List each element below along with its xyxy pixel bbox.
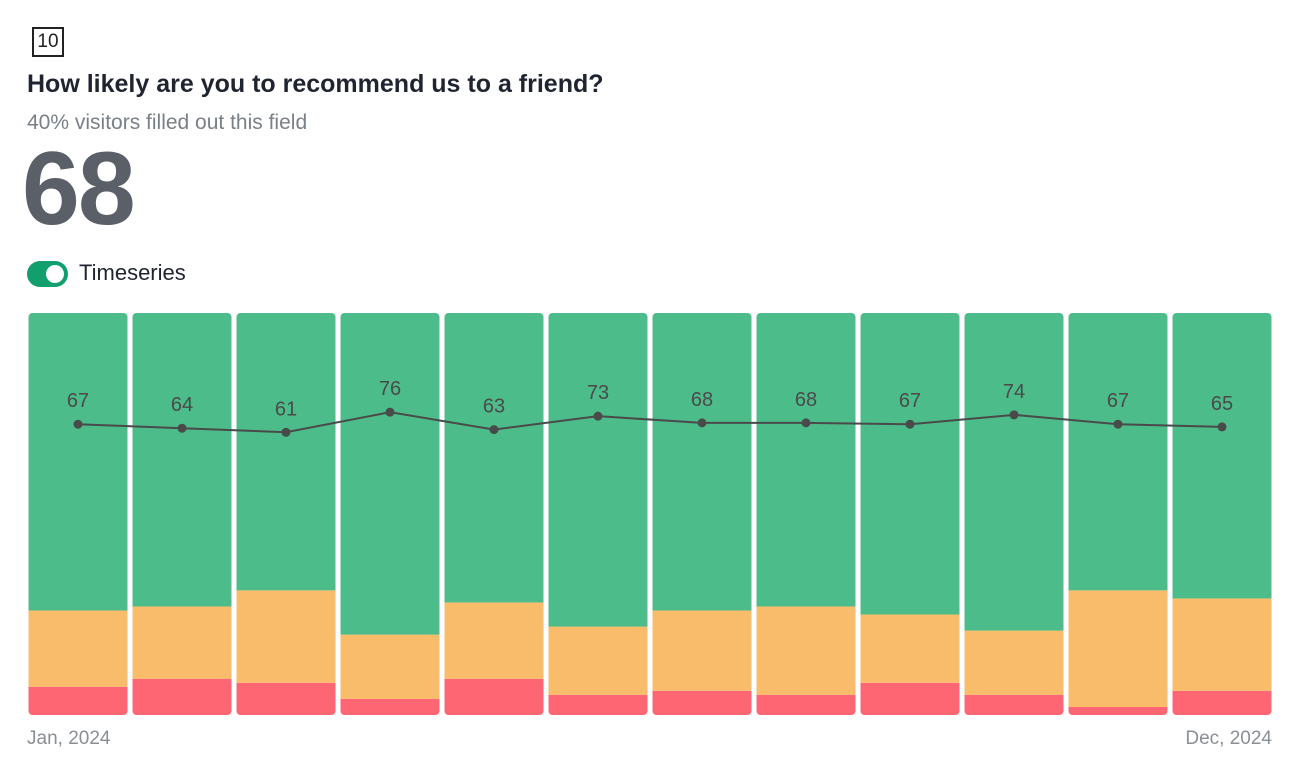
bar-segment xyxy=(340,313,440,635)
bar-segment xyxy=(1172,598,1272,691)
bar-segment xyxy=(756,313,856,607)
score-label: 64 xyxy=(171,394,193,416)
bar-segment xyxy=(652,313,752,611)
score-point xyxy=(385,407,395,417)
score-label: 67 xyxy=(899,390,921,412)
score-point xyxy=(281,427,291,437)
bar-segment xyxy=(964,694,1064,715)
bar-segment xyxy=(1068,590,1168,707)
bar-segment xyxy=(28,610,128,687)
question-badge: 10 xyxy=(32,27,64,57)
score-point xyxy=(73,419,83,429)
score-label: 74 xyxy=(1003,381,1025,403)
score-point xyxy=(801,418,811,428)
bar-segment xyxy=(444,678,544,715)
bar-column xyxy=(132,313,232,715)
bar-segment xyxy=(964,630,1064,695)
bar-column xyxy=(444,313,544,715)
timeseries-toggle[interactable] xyxy=(27,261,68,287)
bar-segment xyxy=(1172,313,1272,599)
bar-segment xyxy=(1172,690,1272,715)
score-point xyxy=(489,425,499,435)
score-point xyxy=(905,419,915,429)
bar-segment xyxy=(756,694,856,715)
bar-segment xyxy=(860,313,960,615)
bar-segment xyxy=(28,313,128,611)
score-label: 67 xyxy=(67,390,89,412)
bar-segment xyxy=(652,610,752,691)
score-label: 61 xyxy=(275,398,297,420)
bar-column xyxy=(756,313,856,715)
bar-segment xyxy=(548,313,648,627)
toggle-knob xyxy=(46,265,64,283)
question-title: How likely are you to recommend us to a … xyxy=(27,70,604,98)
score-label: 76 xyxy=(379,378,401,400)
bar-column xyxy=(1068,313,1168,715)
score-line xyxy=(77,411,1223,434)
nps-score: 68 xyxy=(22,131,136,247)
bar-segment xyxy=(444,313,544,603)
bar-column xyxy=(652,313,752,715)
x-tick-label: Jan, 2024 xyxy=(27,728,111,749)
bar-segment xyxy=(340,634,440,699)
bar-column xyxy=(28,313,128,715)
score-label: 63 xyxy=(483,396,505,418)
score-label: 68 xyxy=(795,389,817,411)
bar-segment xyxy=(652,690,752,715)
response-rate: 40% visitors filled out this field xyxy=(27,111,308,134)
bar-segment xyxy=(548,694,648,715)
bar-segment xyxy=(236,590,336,683)
bar-segment xyxy=(756,606,856,695)
bar-segment xyxy=(444,602,544,679)
score-point xyxy=(177,423,187,433)
x-tick-label: Dec, 2024 xyxy=(1185,728,1272,749)
bar-segment xyxy=(860,614,960,683)
score-point xyxy=(1217,422,1227,432)
bar-segment xyxy=(132,313,232,607)
score-point xyxy=(1009,410,1019,420)
bar-column xyxy=(340,313,440,715)
score-point xyxy=(1113,419,1123,429)
score-point xyxy=(593,411,603,421)
bar-segment xyxy=(236,682,336,715)
bar-column xyxy=(548,313,648,715)
bar-segment xyxy=(132,606,232,679)
bar-segment xyxy=(964,313,1064,631)
bar-segment xyxy=(860,682,960,715)
bar-column xyxy=(964,313,1064,715)
bar-column xyxy=(236,313,336,715)
toggle-label[interactable]: Timeseries xyxy=(79,260,186,285)
score-label: 68 xyxy=(691,389,713,411)
bar-segment xyxy=(1068,706,1168,715)
bar-segment xyxy=(236,313,336,591)
bar-column xyxy=(1172,313,1272,715)
bar-segment xyxy=(132,678,232,715)
bar-segment xyxy=(548,626,648,695)
bar-segment xyxy=(340,698,440,715)
bar-segment xyxy=(1068,313,1168,591)
score-label: 65 xyxy=(1211,393,1233,415)
bar-column xyxy=(860,313,960,715)
score-point xyxy=(697,418,707,428)
score-label: 67 xyxy=(1107,390,1129,412)
score-label: 73 xyxy=(587,382,609,404)
bar-segment xyxy=(28,686,128,715)
